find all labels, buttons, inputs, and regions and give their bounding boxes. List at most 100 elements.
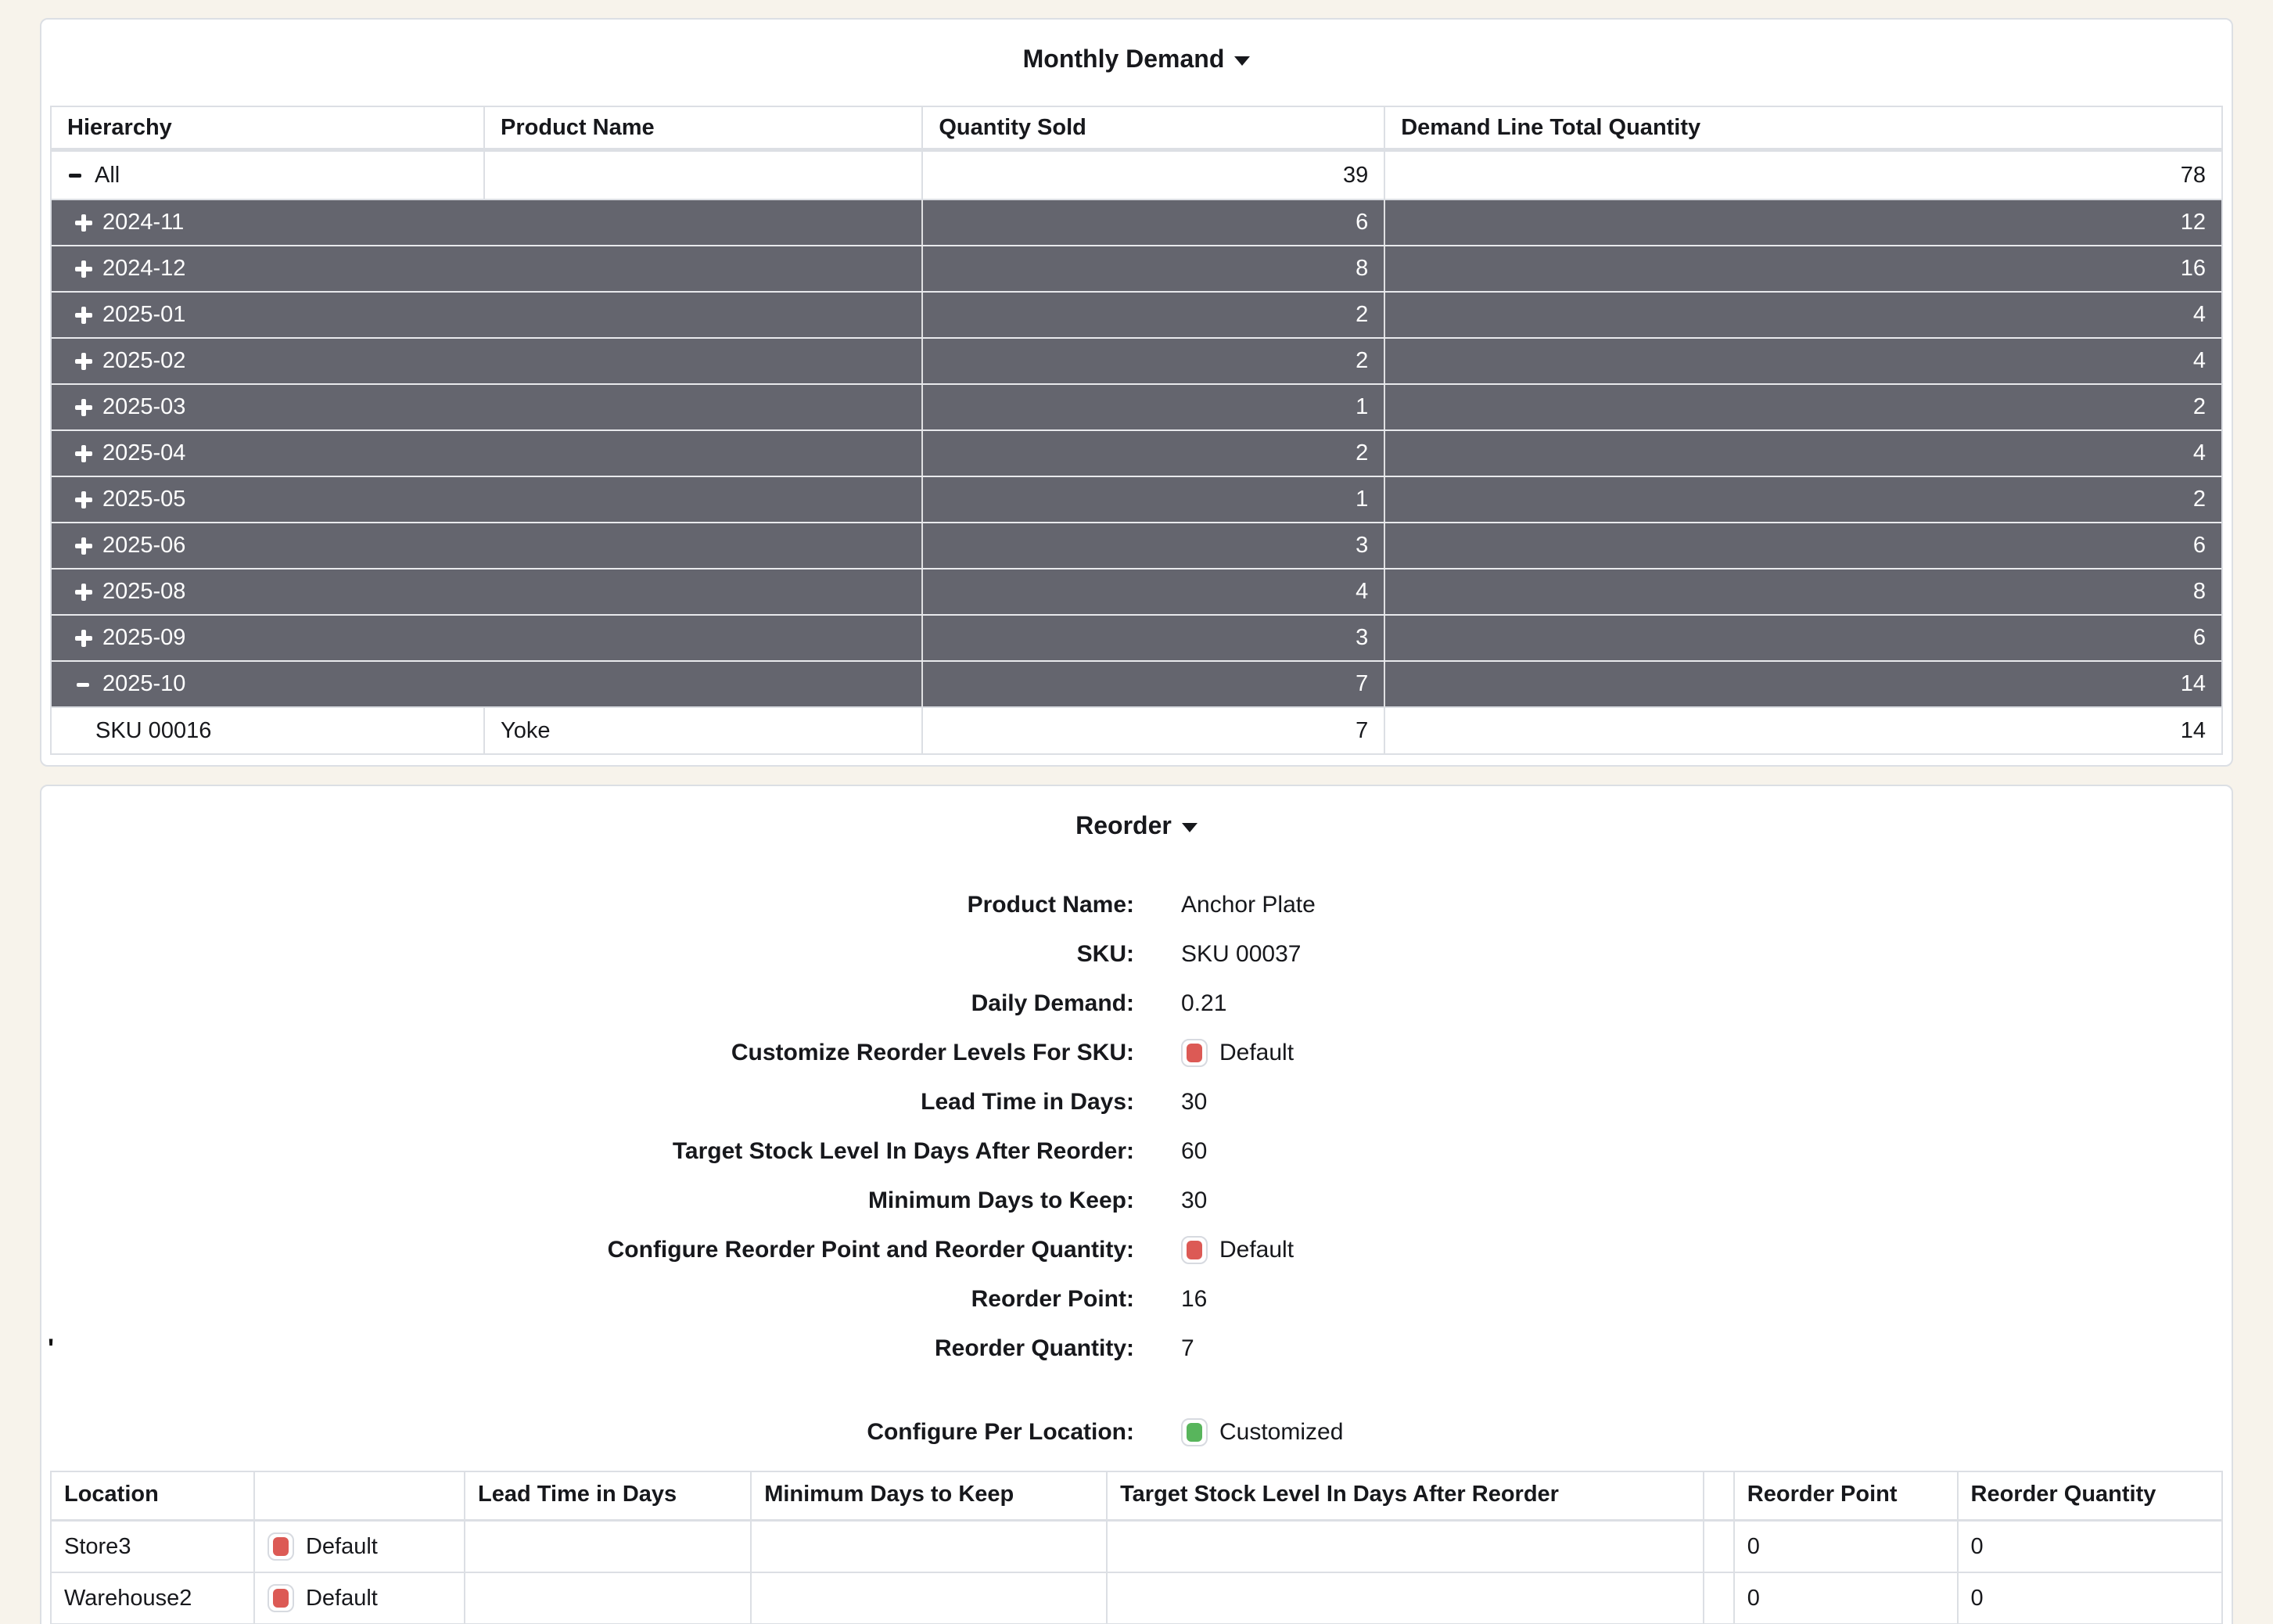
status-badge: Customized	[1181, 1417, 1343, 1446]
status-checkbox[interactable]	[267, 1584, 294, 1612]
expand-toggle-icon[interactable]	[67, 167, 84, 184]
hierarchy-cell: 2025-06	[52, 523, 921, 568]
table-row[interactable]: 2025-08 4 8	[52, 568, 2221, 614]
hierarchy-cell: 2025-01	[52, 293, 921, 337]
table-row[interactable]: 2025-03 1 2	[52, 383, 2221, 429]
table-row: Store3 Default 0 0	[52, 1522, 2221, 1573]
demand-line-total-cell: 14	[1384, 708, 2221, 753]
expand-toggle-icon[interactable]	[75, 214, 92, 232]
form-field-row: Product Name: Anchor Plate Anchor Plate	[41, 880, 2232, 929]
expand-toggle-icon[interactable]	[75, 490, 92, 508]
quantity-sold-cell: 6	[921, 200, 1384, 245]
form-field-row: Configure Per Location: Customized Custo…	[41, 1407, 2232, 1457]
expand-toggle-icon[interactable]	[75, 629, 92, 647]
spacer-cell	[1702, 1573, 1733, 1623]
min-days-cell[interactable]	[750, 1573, 1106, 1623]
hierarchy-label: 2025-03	[102, 394, 186, 419]
location-cell: Warehouse2	[64, 1585, 192, 1611]
field-value: Anchor Plate Anchor Plate	[1181, 892, 1316, 918]
checkbox-fill-icon	[1187, 1422, 1202, 1442]
target-stock-cell[interactable]	[1106, 1573, 1703, 1623]
status-badge: Default	[267, 1532, 378, 1561]
checkbox-fill-icon	[272, 1589, 289, 1608]
field-value: Default Default	[1181, 1038, 1294, 1067]
table-row[interactable]: 2025-10 7 14	[52, 660, 2221, 706]
table-row[interactable]: All 39 78	[52, 150, 2221, 199]
status-checkbox[interactable]	[1181, 1417, 1208, 1446]
target-stock-cell[interactable]	[1106, 1522, 1703, 1572]
table-row[interactable]: 2025-05 1 2	[52, 476, 2221, 522]
status-badge: Default	[1181, 1038, 1294, 1067]
status-checkbox[interactable]	[1181, 1235, 1208, 1264]
reorder-point-cell[interactable]: 0	[1733, 1573, 1957, 1623]
product-name-cell	[483, 152, 921, 199]
hierarchy-cell: All	[52, 152, 483, 199]
demand-line-total-cell: 8	[1384, 569, 2221, 614]
per-location-table: Location Lead Time in Days Minimum Days …	[50, 1471, 2223, 1624]
table-row[interactable]: SKU 00016 Yoke 7 14	[52, 706, 2221, 753]
form-field-row: Lead Time in Days: 30 30	[41, 1077, 2232, 1126]
reorder-title-dropdown[interactable]: Reorder	[41, 810, 2232, 841]
expand-toggle-icon[interactable]	[75, 676, 92, 693]
form-field-row: Configure Reorder Point and Reorder Quan…	[41, 1225, 2232, 1274]
status-badge-label: Default	[305, 1585, 378, 1611]
chevron-down-icon	[1234, 56, 1251, 66]
hierarchy-label: 2025-10	[102, 671, 186, 696]
hierarchy-cell: 2025-04	[52, 431, 921, 476]
status-badge: Default	[1181, 1235, 1294, 1264]
lead-time-cell[interactable]	[464, 1573, 750, 1623]
expand-toggle-icon[interactable]	[75, 537, 92, 555]
column-header-reorder-quantity: Reorder Quantity	[1956, 1472, 2221, 1519]
table-row[interactable]: 2024-11 6 12	[52, 199, 2221, 245]
column-header-status	[253, 1472, 464, 1519]
min-days-cell[interactable]	[750, 1522, 1106, 1572]
quantity-sold-cell: 8	[921, 246, 1384, 291]
hierarchy-cell: 2024-11	[52, 200, 921, 245]
hierarchy-cell: 2025-09	[52, 616, 921, 660]
demand-line-total-cell: 6	[1384, 616, 2221, 660]
table-row[interactable]: 2025-09 3 6	[52, 614, 2221, 660]
demand-line-total-cell: 14	[1384, 662, 2221, 706]
reorder-point-cell[interactable]: 0	[1733, 1522, 1957, 1572]
table-row[interactable]: 2025-02 2 4	[52, 337, 2221, 383]
demand-line-total-cell: 2	[1384, 385, 2221, 429]
field-label: Reorder Quantity:	[934, 1335, 1134, 1361]
quantity-sold-cell: 39	[921, 152, 1384, 199]
table-row[interactable]: 2025-04 2 4	[52, 429, 2221, 476]
monthly-demand-title-dropdown[interactable]: Monthly Demand	[41, 43, 2232, 74]
expand-toggle-icon[interactable]	[75, 583, 92, 601]
table-row[interactable]: 2024-12 8 16	[52, 245, 2221, 291]
expand-toggle-icon[interactable]	[75, 444, 92, 462]
hierarchy-label: SKU 00016	[95, 717, 212, 743]
expand-toggle-icon[interactable]	[75, 306, 92, 324]
expand-toggle-icon[interactable]	[75, 260, 92, 278]
monthly-demand-table: Hierarchy Product Name Quantity Sold Dem…	[50, 106, 2223, 755]
field-label: Configure Per Location:	[867, 1418, 1134, 1445]
reorder-quantity-cell[interactable]: 0	[1956, 1522, 2221, 1572]
status-checkbox[interactable]	[1181, 1038, 1208, 1067]
table-row[interactable]: 2025-06 3 6	[52, 522, 2221, 568]
field-value-text: 16	[1181, 1285, 1208, 1312]
demand-line-total-cell: 78	[1384, 152, 2221, 199]
form-field-row: Minimum Days to Keep: 30 30	[41, 1176, 2232, 1225]
hierarchy-cell: 2025-05	[52, 477, 921, 522]
column-header-reorder-point: Reorder Point	[1733, 1472, 1957, 1519]
hierarchy-cell: 2024-12	[52, 246, 921, 291]
checkbox-fill-icon	[1187, 1240, 1202, 1259]
checkbox-fill-icon	[272, 1537, 289, 1556]
field-value: 0.21 0.21	[1181, 990, 1226, 1017]
quantity-sold-cell: 1	[921, 477, 1384, 522]
lead-time-cell[interactable]	[464, 1522, 750, 1572]
expand-toggle-icon[interactable]	[75, 398, 92, 416]
hierarchy-cell: 2025-10	[52, 662, 921, 706]
expand-toggle-icon[interactable]	[75, 352, 92, 370]
status-checkbox[interactable]	[267, 1532, 294, 1561]
reorder-quantity-cell[interactable]: 0	[1956, 1573, 2221, 1623]
form-field-row: Reorder Point: 16 16	[41, 1274, 2232, 1324]
table-row[interactable]: 2025-01 2 4	[52, 291, 2221, 337]
column-header-demand-line-total: Demand Line Total Quantity	[1384, 107, 2221, 148]
reorder-panel: Reorder ' Product Name: Anchor Plate Anc…	[40, 785, 2233, 1624]
demand-line-total-cell: 12	[1384, 200, 2221, 245]
column-header-lead-time: Lead Time in Days	[464, 1472, 750, 1519]
quantity-sold-cell: 4	[921, 569, 1384, 614]
